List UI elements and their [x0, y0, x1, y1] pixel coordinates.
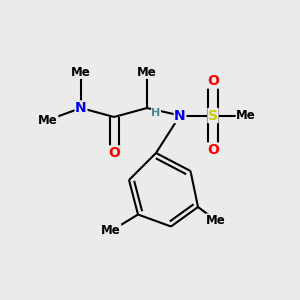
Text: O: O	[207, 143, 219, 157]
Text: Me: Me	[71, 65, 91, 79]
Text: Me: Me	[206, 214, 226, 227]
Text: Me: Me	[38, 113, 58, 127]
Text: N: N	[174, 109, 186, 122]
Text: S: S	[208, 109, 218, 122]
Text: H: H	[152, 108, 160, 118]
Text: O: O	[207, 74, 219, 88]
Text: N: N	[75, 101, 87, 115]
Text: Me: Me	[137, 65, 157, 79]
Text: Me: Me	[101, 224, 121, 238]
Text: O: O	[108, 146, 120, 160]
Text: Me: Me	[236, 109, 256, 122]
